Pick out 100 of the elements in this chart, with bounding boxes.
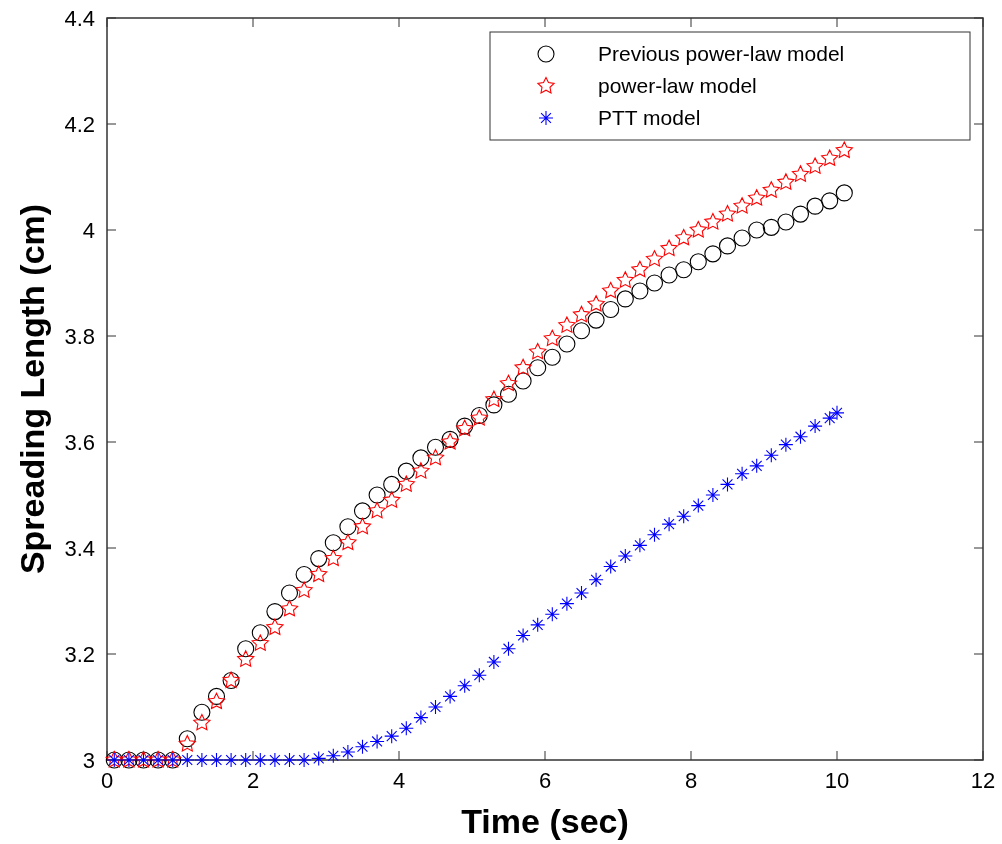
point xyxy=(238,752,254,768)
point xyxy=(676,508,692,524)
x-tick-label: 2 xyxy=(246,768,260,793)
point xyxy=(572,305,591,323)
point xyxy=(777,213,795,231)
point xyxy=(383,491,401,508)
x-tick-label: 12 xyxy=(970,768,996,793)
point xyxy=(689,253,707,271)
point xyxy=(384,728,400,744)
point xyxy=(179,752,195,768)
point xyxy=(485,390,503,408)
x-tick-label: 6 xyxy=(538,768,552,793)
point xyxy=(295,565,313,584)
point xyxy=(690,498,706,514)
point xyxy=(749,458,765,474)
point xyxy=(324,534,342,552)
point xyxy=(588,572,604,588)
point xyxy=(718,205,737,222)
point xyxy=(763,447,779,463)
point xyxy=(791,205,810,223)
point xyxy=(267,752,283,768)
point xyxy=(178,735,196,752)
point xyxy=(193,703,211,721)
point xyxy=(748,189,766,206)
y-tick-label: 4 xyxy=(82,217,95,243)
point xyxy=(412,449,430,467)
point xyxy=(807,418,823,434)
x-tick-label: 10 xyxy=(824,768,850,793)
x-tick-label: 0 xyxy=(100,768,114,793)
point xyxy=(296,752,312,768)
point xyxy=(515,627,531,643)
point xyxy=(529,342,547,360)
point xyxy=(762,218,780,236)
point xyxy=(368,501,386,519)
point xyxy=(426,448,445,466)
point xyxy=(413,710,429,726)
point xyxy=(207,692,226,710)
point xyxy=(602,300,620,319)
point xyxy=(719,476,736,492)
point xyxy=(675,261,693,279)
point xyxy=(822,410,838,426)
point xyxy=(280,584,299,602)
legend-label: power-law model xyxy=(598,74,757,98)
point xyxy=(353,502,372,520)
point xyxy=(237,650,255,667)
point xyxy=(208,752,225,768)
point xyxy=(295,581,313,598)
point xyxy=(778,437,794,453)
point xyxy=(486,654,502,670)
y-tick-label: 3.4 xyxy=(64,535,95,561)
y-tick-label: 4.4 xyxy=(64,5,95,31)
y-tick-label: 3 xyxy=(82,747,95,773)
point xyxy=(660,266,678,284)
point xyxy=(661,516,677,532)
point xyxy=(485,396,503,414)
point xyxy=(207,687,226,705)
point xyxy=(616,271,634,288)
point xyxy=(529,359,547,377)
point xyxy=(791,165,810,182)
legend-label: PTT model xyxy=(598,106,701,130)
point xyxy=(310,565,328,582)
point xyxy=(734,466,750,482)
point xyxy=(835,184,853,202)
point xyxy=(266,618,284,635)
legend-label: Previous power-law model xyxy=(598,42,845,66)
point xyxy=(806,197,824,215)
point xyxy=(311,750,327,766)
point xyxy=(368,486,386,504)
point xyxy=(645,274,664,292)
y-axis-title: Spreading Length (cm) xyxy=(13,203,51,575)
point xyxy=(252,752,268,768)
point xyxy=(616,290,634,308)
point xyxy=(689,220,707,238)
point xyxy=(777,173,795,190)
point xyxy=(251,624,269,642)
point xyxy=(178,730,196,748)
point xyxy=(500,641,517,657)
point xyxy=(675,228,693,246)
point xyxy=(660,239,678,256)
point xyxy=(806,157,824,174)
point xyxy=(733,197,751,214)
point xyxy=(514,358,532,376)
point xyxy=(457,678,473,694)
point xyxy=(354,739,371,755)
point xyxy=(835,141,853,158)
point xyxy=(645,250,664,267)
point xyxy=(281,752,298,768)
point xyxy=(325,748,341,764)
point xyxy=(587,295,605,312)
point xyxy=(427,699,444,715)
point xyxy=(704,213,722,230)
point xyxy=(543,329,561,347)
point xyxy=(369,733,385,749)
point xyxy=(821,149,839,166)
point xyxy=(339,533,357,551)
point xyxy=(339,518,357,536)
point xyxy=(705,487,721,503)
point xyxy=(324,549,342,567)
x-tick-label: 8 xyxy=(684,768,698,793)
point xyxy=(543,348,561,366)
